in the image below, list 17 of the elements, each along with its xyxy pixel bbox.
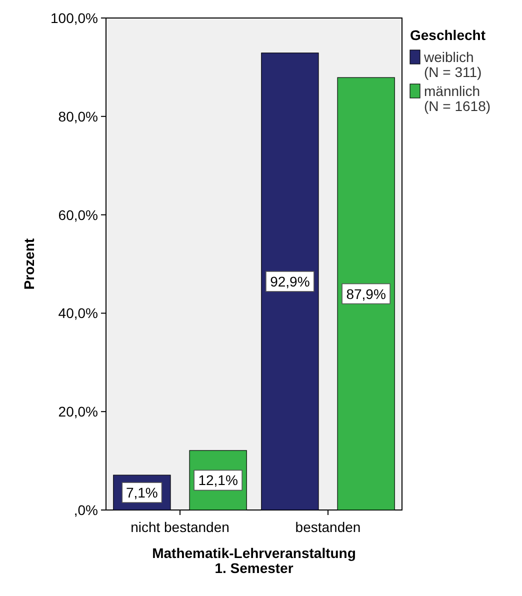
y-tick-label: ,0% xyxy=(74,502,98,518)
legend-title: Geschlecht xyxy=(410,27,486,43)
data-label: 92,9% xyxy=(270,273,310,290)
data-label: 87,9% xyxy=(346,286,386,302)
legend-label: männlich (N = 1618) xyxy=(424,83,491,114)
y-tick-label: 60,0% xyxy=(58,206,98,223)
y-tick-label: 20,0% xyxy=(58,404,98,420)
y-tick-label: 40,0% xyxy=(58,305,98,322)
x-tick-label: nicht bestanden xyxy=(130,519,230,535)
x-tick-label: bestanden xyxy=(295,519,361,535)
data-label: 12,1% xyxy=(198,472,238,488)
y-tick-label: 80,0% xyxy=(58,108,98,124)
data-label: 7,1% xyxy=(126,484,158,501)
y-tick-label: 100,0% xyxy=(50,10,98,26)
legend-label: weiblich (N = 311) xyxy=(423,49,482,80)
x-axis-title: Mathematik-Lehrveranstaltung 1. Semester xyxy=(152,545,356,576)
y-axis-title: Prozent xyxy=(21,238,37,290)
